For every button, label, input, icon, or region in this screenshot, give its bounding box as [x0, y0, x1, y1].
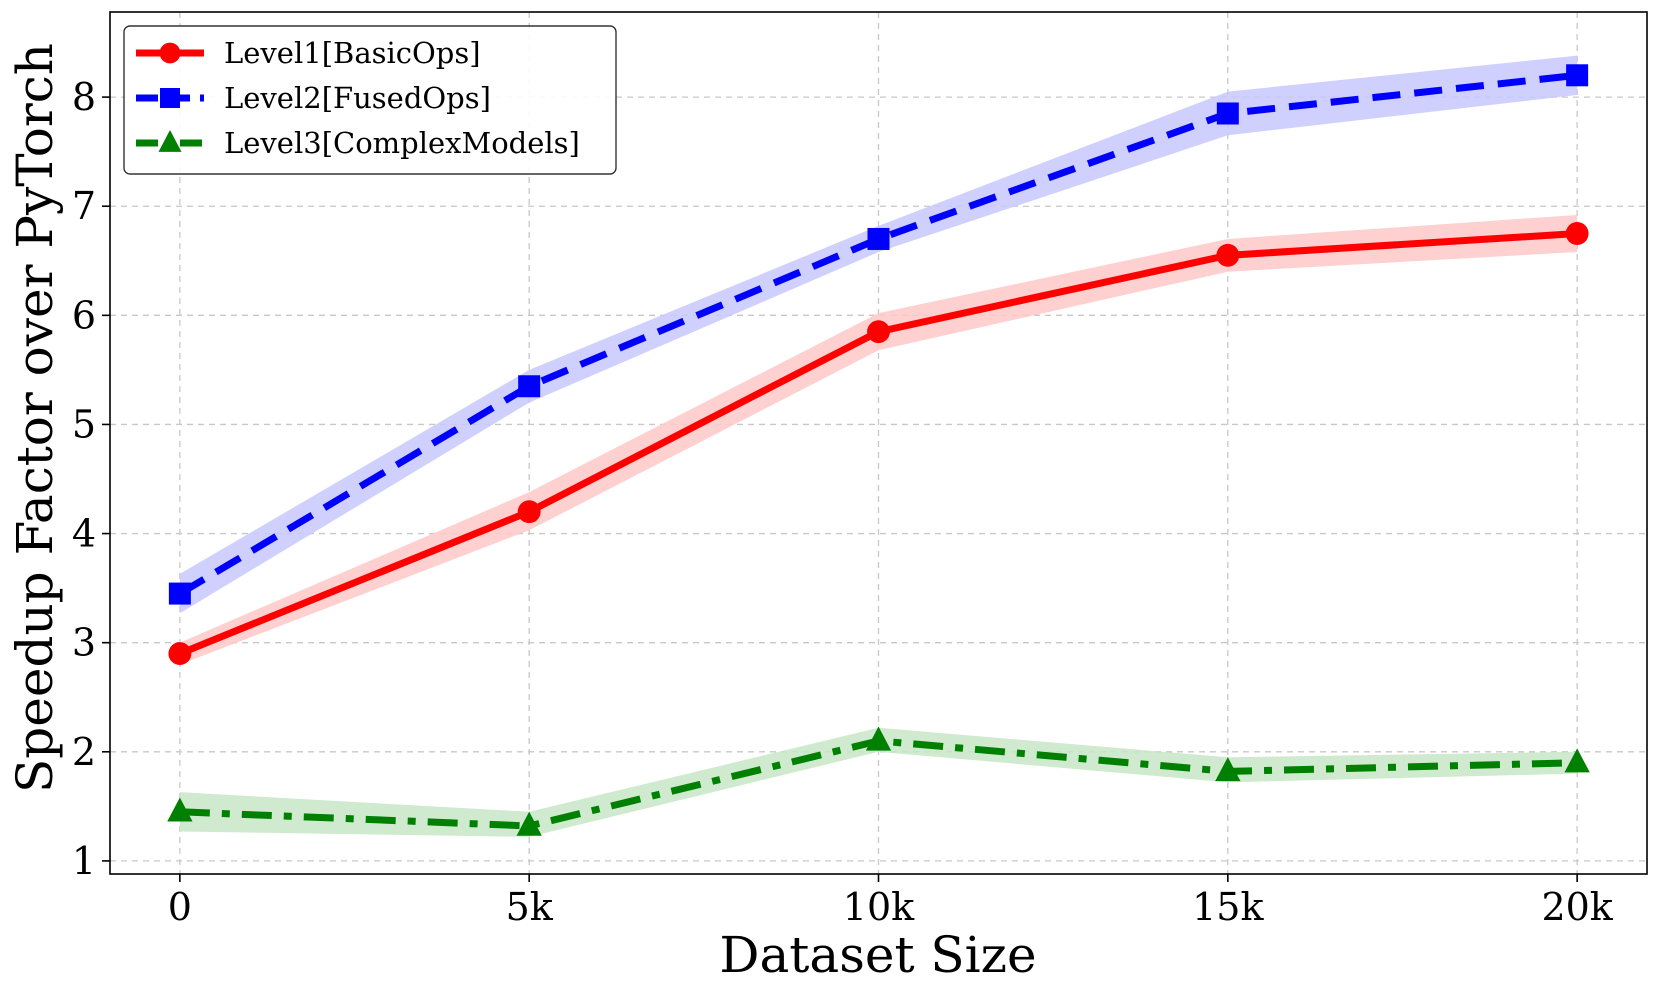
data-point	[516, 811, 542, 836]
confidence-band	[179, 214, 1578, 665]
axis-ticks: 0 5k 10k 15k 20k 1 2 3 4 5 6 7 8	[72, 75, 1614, 929]
data-point	[1216, 243, 1240, 267]
x-tick-label: 20k	[1541, 885, 1613, 929]
data-point	[168, 582, 191, 605]
data-point	[1216, 102, 1239, 125]
data-point	[518, 375, 541, 398]
y-tick-label: 3	[72, 621, 96, 665]
y-tick-label: 6	[72, 293, 96, 337]
data-point	[1215, 757, 1241, 782]
x-tick-label: 15k	[1192, 885, 1264, 929]
legend-marker	[158, 129, 182, 152]
y-tick-label: 7	[72, 184, 96, 228]
x-tick-label: 10k	[843, 885, 915, 929]
y-axis-title: Speedup Factor over PyTorch	[6, 43, 64, 793]
legend-label: Level3[ComplexModels]	[224, 126, 580, 160]
data-point	[1564, 748, 1590, 773]
legend-label: Level1[BasicOps]	[224, 36, 481, 70]
series-markers	[167, 64, 1590, 836]
data-point	[1565, 222, 1589, 245]
legend-box	[123, 25, 617, 175]
y-tick-label: 8	[72, 75, 96, 119]
legend-marker	[159, 42, 181, 64]
legend: Level1[BasicOps] Level2[FusedOps] Level3[C…	[123, 25, 617, 175]
data-point	[865, 726, 892, 751]
data-point	[867, 320, 890, 344]
legend-marker	[160, 88, 180, 108]
series-line	[178, 71, 1578, 597]
y-tick-label: 4	[72, 512, 96, 556]
y-tick-label: 2	[72, 730, 96, 774]
x-tick-label: 5k	[506, 885, 554, 929]
x-axis-title: Dataset Size	[719, 926, 1036, 984]
data-point	[1566, 64, 1589, 87]
data-point	[168, 642, 192, 666]
y-tick-label: 1	[72, 839, 96, 883]
y-tick-label: 5	[72, 402, 96, 446]
data-point	[867, 227, 890, 250]
data-point	[167, 797, 193, 822]
legend-label: Level2[FusedOps]	[224, 81, 491, 115]
data-point	[517, 500, 541, 524]
x-tick-label: 0	[168, 885, 192, 929]
